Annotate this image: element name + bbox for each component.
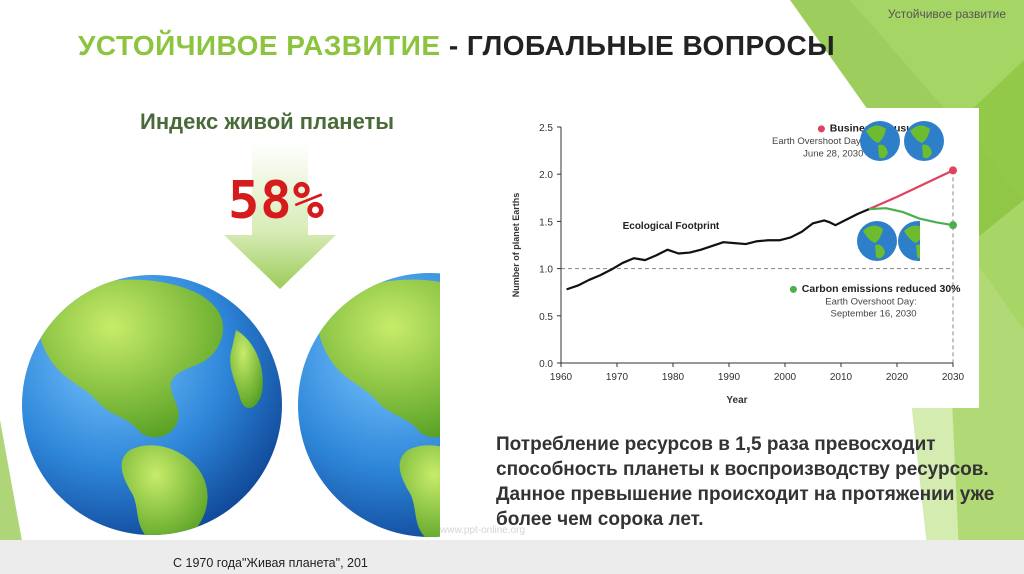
- down-arrow-icon: [224, 143, 336, 289]
- earth-land: [910, 125, 930, 143]
- series-end-point-2: [949, 221, 957, 230]
- series-line-2: [868, 207, 954, 227]
- earth-land: [878, 144, 888, 159]
- earth-land: [916, 244, 920, 259]
- earth-land: [904, 225, 920, 243]
- carbon-overshoot-date: September 16, 2030: [831, 309, 917, 320]
- x-tick-label: 2030: [942, 372, 965, 383]
- series-line-0: [566, 208, 870, 291]
- earth-land: [863, 225, 883, 243]
- x-tick-label: 2000: [774, 372, 797, 383]
- y-tick-label: 1.0: [539, 265, 553, 276]
- earth-land: [922, 144, 932, 159]
- y-tick-label: 2.0: [539, 170, 553, 181]
- description-text: Потребление ресурсов в 1,5 раза превосхо…: [496, 434, 995, 530]
- series-line-1: [868, 169, 954, 211]
- living-planet-index-value: 58%: [228, 171, 325, 231]
- business-overshoot-label: Earth Overshoot Day:: [772, 136, 863, 147]
- business-legend-dot: [817, 125, 825, 133]
- slide-section-label: Устойчивое развитие: [887, 7, 1006, 21]
- earth-icon-3: [857, 221, 897, 261]
- x-tick-label: 2020: [886, 372, 909, 383]
- title-part-green: УСТОЙЧИВОЕ РАЗВИТИЕ: [78, 30, 441, 61]
- earth-globes-image: [22, 273, 440, 537]
- earth-icon-1: [860, 121, 900, 161]
- carbon-legend-dot: [789, 285, 797, 293]
- source-caption: С 1970 года"Живая планета", 201: [173, 556, 368, 570]
- globe-left: [22, 275, 282, 535]
- x-tick-label: 1970: [606, 372, 629, 383]
- y-tick-label: 2.5: [539, 123, 553, 134]
- living-planet-index-title: Индекс живой планеты: [140, 109, 395, 134]
- ecological-footprint-label: Ecological Footprint: [623, 221, 720, 232]
- x-tick-label: 1960: [550, 372, 573, 383]
- y-tick-label: 0.5: [539, 312, 553, 323]
- series-end-point-1: [949, 166, 957, 175]
- chart-svg: 0.0 0.5 1.0 1.5 2.0 2.5 1960 1970 1980 1990 2000 20…: [511, 121, 965, 406]
- earth-icon-4: [898, 221, 920, 261]
- earth-land: [875, 244, 885, 259]
- globe-right: [298, 273, 440, 537]
- footer-bar: [0, 540, 1024, 574]
- y-tick-label: 0.0: [539, 359, 553, 370]
- x-tick-label: 1990: [718, 372, 741, 383]
- carbon-label: Carbon emissions reduced 30%: [802, 283, 961, 295]
- y-axis-label: Number of planet Earths: [511, 193, 521, 298]
- x-tick-label: 2010: [830, 372, 853, 383]
- x-axis-label: Year: [726, 395, 747, 406]
- page-title: УСТОЙЧИВОЕ РАЗВИТИЕ - ГЛОБАЛЬНЫЕ ВОПРОСЫ: [78, 30, 835, 62]
- earth-land: [866, 125, 886, 143]
- y-tick-label: 1.5: [539, 217, 553, 228]
- watermark: www.ppt-online.org: [440, 525, 526, 536]
- x-tick-label: 1980: [662, 372, 685, 383]
- business-overshoot-date: June 28, 2030: [803, 148, 863, 159]
- title-part-dark: - ГЛОБАЛЬНЫЕ ВОПРОСЫ: [440, 30, 836, 61]
- carbon-overshoot-label: Earth Overshoot Day:: [825, 296, 916, 307]
- ecological-footprint-chart: 0.0 0.5 1.0 1.5 2.0 2.5 1960 1970 1980 1990 2000 20…: [501, 108, 979, 408]
- earth-icon-2: [904, 121, 944, 161]
